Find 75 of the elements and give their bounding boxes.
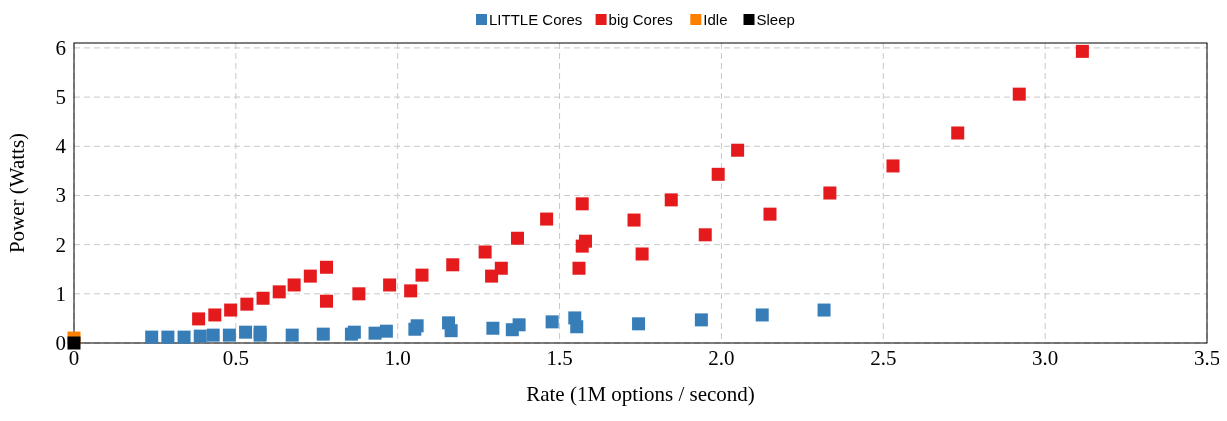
point xyxy=(572,261,586,275)
point xyxy=(287,278,301,292)
point xyxy=(711,167,725,181)
x-tick-label: 3.0 xyxy=(1032,346,1059,370)
y-tick-label: 0 xyxy=(55,331,66,355)
point xyxy=(415,268,429,282)
x-axis-title: Rate (1M options / second) xyxy=(526,382,755,406)
y-tick-label: 5 xyxy=(55,85,66,110)
point xyxy=(575,197,589,211)
point xyxy=(664,193,678,207)
y-tick-label: 2 xyxy=(55,232,66,257)
point xyxy=(632,317,646,331)
point xyxy=(694,313,708,327)
point xyxy=(578,234,592,248)
point xyxy=(352,287,366,301)
point xyxy=(444,324,458,338)
point xyxy=(731,143,745,157)
point xyxy=(379,324,393,338)
y-tick-label: 4 xyxy=(55,134,67,159)
point xyxy=(1012,87,1026,101)
point xyxy=(545,315,559,329)
x-tick-label: 3.5 xyxy=(1193,346,1221,370)
point xyxy=(823,186,837,200)
point xyxy=(886,159,900,173)
point xyxy=(951,126,965,140)
point xyxy=(239,325,253,339)
point xyxy=(627,213,641,227)
point xyxy=(1075,44,1089,58)
point xyxy=(446,258,460,272)
point xyxy=(635,247,649,261)
point xyxy=(540,212,554,226)
point xyxy=(698,228,712,242)
point xyxy=(478,245,492,259)
y-tick-label: 3 xyxy=(55,183,66,208)
point xyxy=(67,336,81,350)
point xyxy=(272,285,286,299)
legend-label: Sleep xyxy=(756,11,795,28)
point xyxy=(303,269,317,283)
legend-label: LITTLE Cores xyxy=(489,11,583,28)
point xyxy=(486,321,500,335)
point xyxy=(320,294,333,308)
y-tick-label: 1 xyxy=(55,281,66,306)
point xyxy=(383,278,397,292)
point xyxy=(208,308,222,322)
point xyxy=(177,330,191,344)
point xyxy=(755,308,769,322)
point xyxy=(240,297,254,311)
point xyxy=(570,320,584,334)
point xyxy=(320,260,333,274)
point xyxy=(161,330,175,344)
x-tick-label: 2.0 xyxy=(708,346,735,370)
y-axis-title: Power (Watts) xyxy=(5,132,29,254)
point xyxy=(192,312,206,326)
point xyxy=(404,284,418,298)
point xyxy=(763,207,777,221)
point xyxy=(285,328,299,342)
point xyxy=(193,329,207,343)
point xyxy=(494,261,508,275)
point xyxy=(222,328,236,342)
point xyxy=(145,330,159,344)
point xyxy=(485,269,499,283)
x-tick-label: 1.5 xyxy=(546,346,573,370)
x-tick-label: 1.0 xyxy=(384,346,411,370)
x-tick-label: 2.5 xyxy=(870,346,897,370)
point xyxy=(512,318,526,332)
point xyxy=(316,327,330,341)
point xyxy=(817,303,831,317)
x-tick-label: 0.5 xyxy=(222,346,249,370)
point xyxy=(510,231,524,245)
point xyxy=(206,328,220,342)
y-tick-label: 6 xyxy=(55,35,66,60)
legend-label: Idle xyxy=(703,11,728,28)
point xyxy=(256,291,270,305)
point xyxy=(224,303,238,317)
legend-label: big Cores xyxy=(608,11,673,28)
